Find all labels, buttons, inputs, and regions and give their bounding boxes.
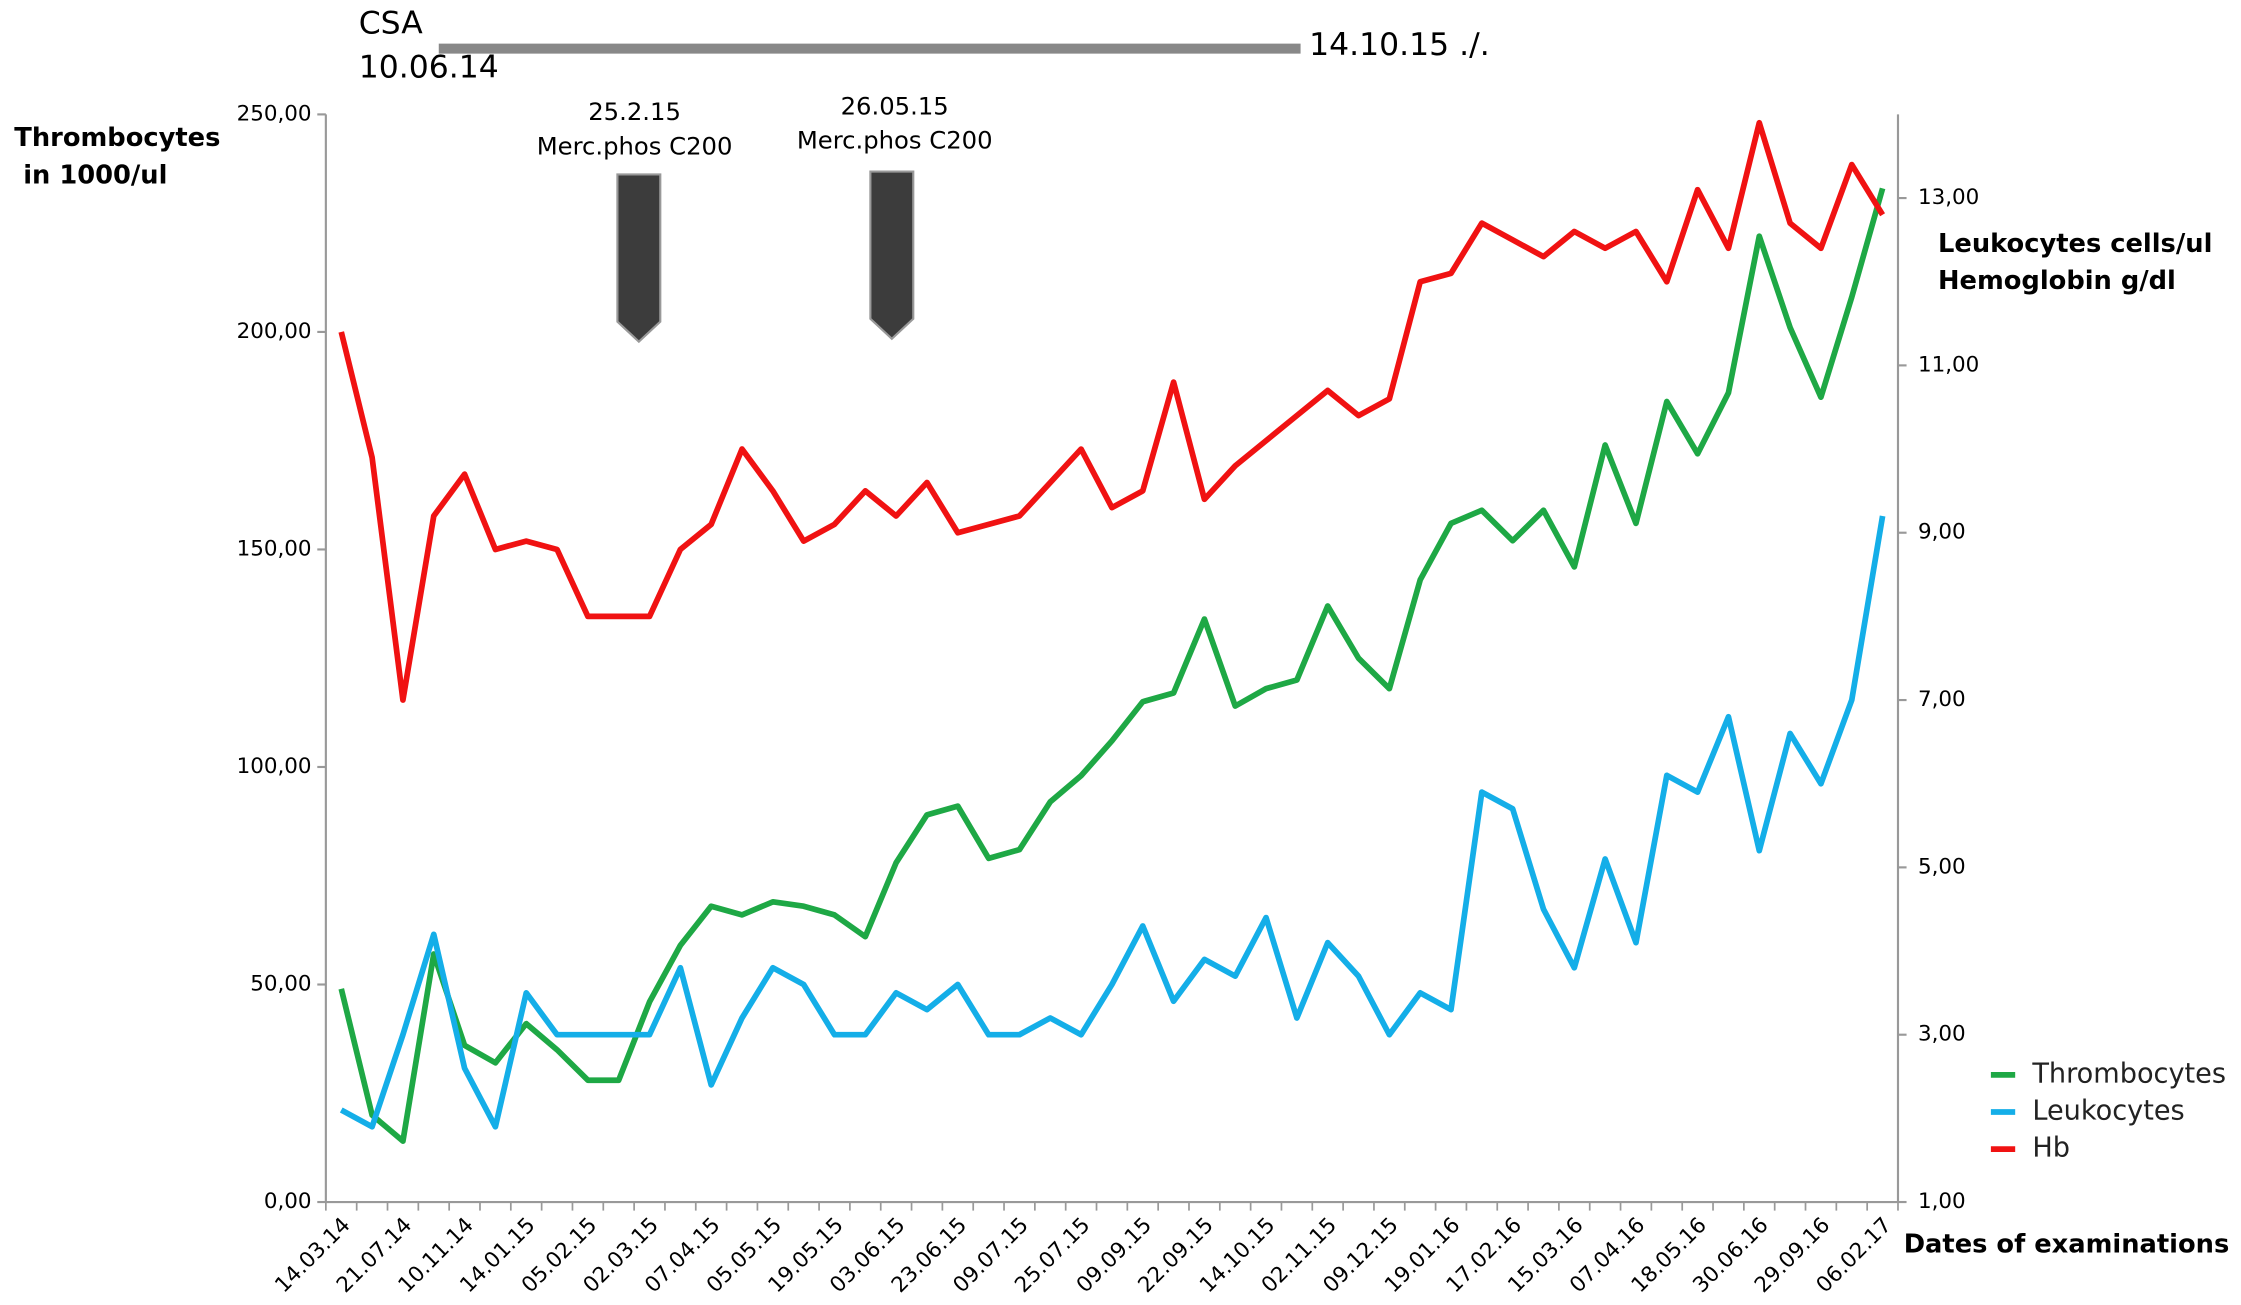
y-tick-label: 50,00: [250, 972, 311, 997]
y2-tick-label: 9,00: [1918, 520, 1966, 545]
y2-axis-label: Leukocytes cells/ul: [1938, 229, 2212, 259]
annotation: Merc.phos C200: [797, 126, 993, 155]
y2-tick-label: 3,00: [1918, 1022, 1966, 1047]
y-axis-label: in 1000/ul: [14, 160, 167, 190]
y-tick-label: 150,00: [237, 536, 312, 561]
y-tick-label: 0,00: [264, 1189, 312, 1214]
y2-tick-label: 11,00: [1918, 352, 1979, 377]
arrow: [616, 173, 662, 344]
legend-label: Hb: [2032, 1133, 2070, 1164]
y2-tick-label: 13,00: [1918, 185, 1979, 210]
y-tick-label: 200,00: [237, 319, 312, 344]
legend-label: Thrombocytes: [2031, 1058, 2226, 1089]
data-line: [339, 515, 1886, 1130]
data-line: [338, 119, 1886, 703]
y2-tick-label: 1,00: [1918, 1189, 1966, 1214]
y2-tick-label: 5,00: [1918, 854, 1966, 879]
annotation: CSA: [359, 5, 423, 41]
annotation: 10.06.14: [359, 50, 499, 86]
y-tick-label: 100,00: [237, 754, 312, 779]
arrow: [869, 170, 915, 341]
y2-axis-label: Hemoglobin g/dl: [1938, 266, 2176, 296]
annotation: 25.2.15: [588, 97, 681, 126]
y2-tick-label: 7,00: [1918, 687, 1966, 712]
annotation: 26.05.15: [841, 91, 949, 120]
data-line: [338, 187, 1886, 1144]
legend-label: Leukocytes: [2032, 1095, 2184, 1126]
annotation: 14.10.15 ./.: [1309, 27, 1490, 63]
y-axis-label: Thrombocytes: [14, 123, 220, 153]
x-axis-label: Dates of examinations: [1904, 1229, 2230, 1259]
y-tick-label: 250,00: [237, 101, 312, 126]
annotation: Merc.phos C200: [537, 131, 733, 160]
